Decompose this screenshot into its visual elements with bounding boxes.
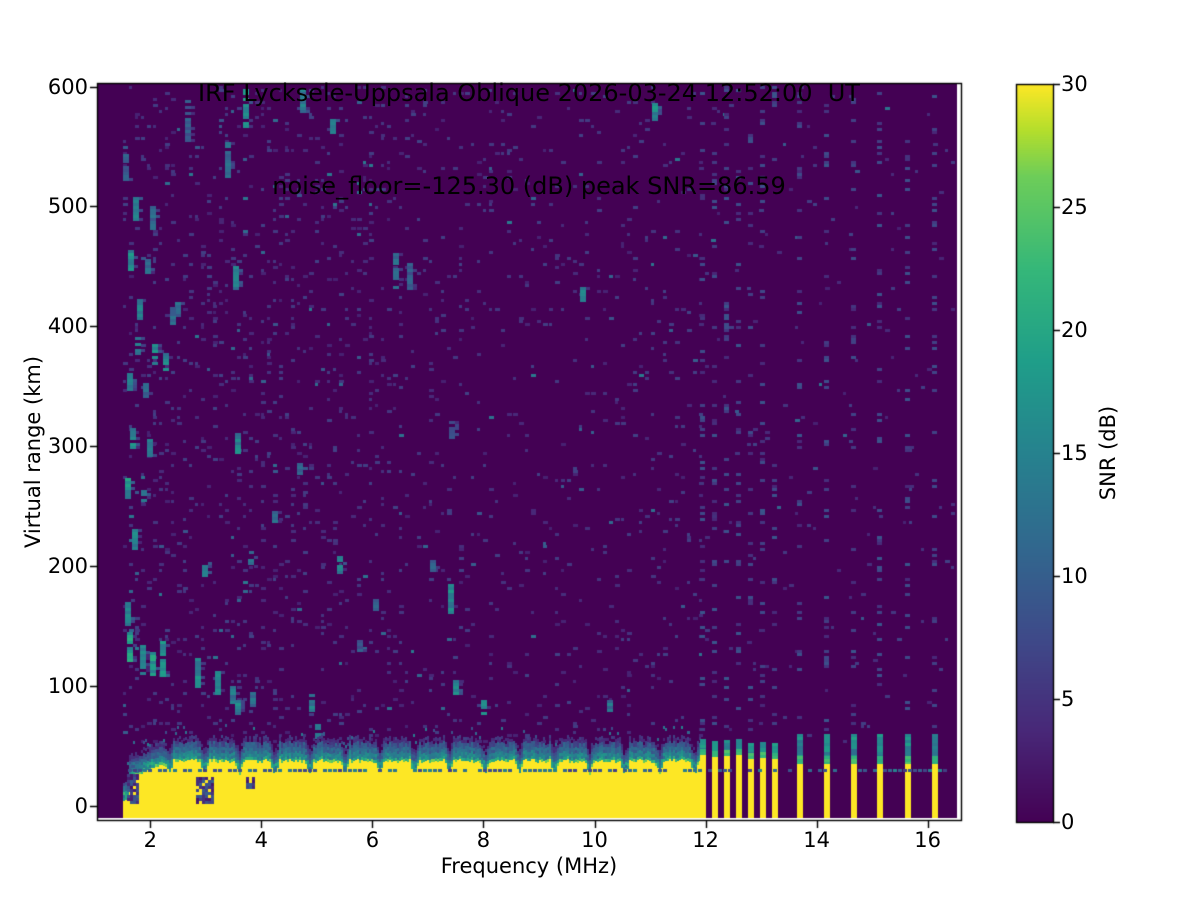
colorbar-tick-label: 5	[1061, 687, 1075, 711]
x-tick-label: 8	[476, 828, 491, 852]
colorbar-tick-label: 25	[1061, 195, 1088, 219]
x-tick-label: 12	[692, 828, 719, 852]
x-tick-label: 2	[143, 828, 157, 852]
colorbar-tick-label: 10	[1061, 564, 1088, 588]
chart-title-line2: noise_floor=-125.30 (dB) peak SNR=86.59	[272, 172, 786, 200]
colorbar-tick-label: 30	[1061, 72, 1088, 96]
colorbar-tick-label: 15	[1061, 441, 1088, 465]
colorbar-tick-label: 20	[1061, 318, 1088, 342]
x-tick-label: 6	[365, 828, 380, 852]
y-tick-label: 600	[47, 74, 88, 99]
x-tick-label: 14	[803, 828, 830, 852]
chart-title: IRF Lycksele-Uppsala Oblique 2026-03-24 …	[97, 16, 961, 264]
y-tick-label: 300	[47, 434, 88, 459]
x-tick-label: 4	[254, 828, 269, 852]
x-axis-label: Frequency (MHz)	[440, 854, 618, 878]
x-tick-label: 16	[914, 828, 942, 852]
y-tick-label: 200	[47, 553, 88, 578]
colorbar-tick-label: 0	[1061, 810, 1075, 834]
colorbar-label: SNR (dB)	[1096, 405, 1120, 501]
y-tick-label: 0	[74, 793, 88, 818]
y-tick-label: 100	[47, 673, 88, 698]
y-tick-label: 400	[47, 314, 88, 339]
chart-title-line1: IRF Lycksele-Uppsala Oblique 2026-03-24 …	[198, 79, 860, 107]
y-tick-label: 500	[47, 194, 88, 219]
x-tick-label: 10	[581, 828, 608, 852]
